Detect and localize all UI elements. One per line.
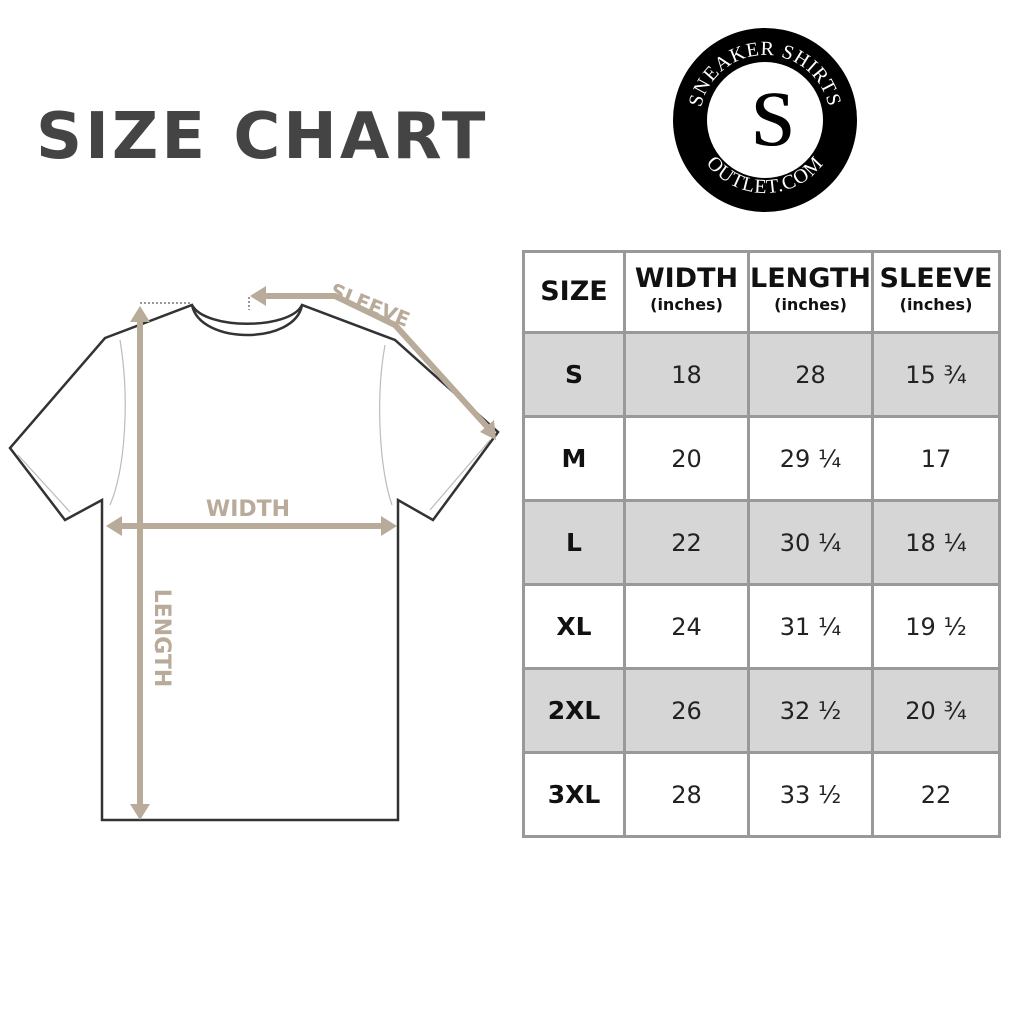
tshirt-diagram: SLEEVE WIDTH LENGTH: [8, 278, 500, 822]
cell-sleeve: 19 ½: [871, 583, 1001, 670]
cell-sleeve: 22: [871, 751, 1001, 838]
table-row: 2XL 26 32 ½ 20 ¾: [522, 667, 1001, 754]
cell-size: S: [522, 331, 626, 418]
cell-sleeve: 20 ¾: [871, 667, 1001, 754]
header-size: SIZE: [522, 250, 626, 334]
cell-width: 22: [623, 499, 750, 586]
size-table: SIZE WIDTH (inches) LENGTH (inches) SLEEVE…: [522, 250, 1001, 838]
page-title: SIZE CHART: [36, 100, 489, 174]
cell-size: M: [522, 415, 626, 502]
table-row: XL 24 31 ¼ 19 ½: [522, 583, 1001, 670]
sleeve-label: SLEEVE: [327, 278, 414, 332]
cell-length: 32 ½: [747, 667, 874, 754]
length-label: LENGTH: [149, 589, 174, 688]
cell-size: 3XL: [522, 751, 626, 838]
cell-sleeve: 17: [871, 415, 1001, 502]
header-sleeve: SLEEVE (inches): [871, 250, 1001, 334]
cell-size: L: [522, 499, 626, 586]
table-row: S 18 28 15 ¾: [522, 331, 1001, 418]
cell-length: 33 ½: [747, 751, 874, 838]
brand-logo: SNEAKER SHIRTS OUTLET.COM SS: [673, 28, 857, 212]
cell-width: 20: [623, 415, 750, 502]
cell-size: XL: [522, 583, 626, 670]
cell-length: 28: [747, 331, 874, 418]
table-row: 3XL 28 33 ½ 22: [522, 751, 1001, 838]
cell-sleeve: 15 ¾: [871, 331, 1001, 418]
width-label: WIDTH: [206, 497, 290, 522]
sleeve-arrow: [262, 293, 493, 433]
table-row: M 20 29 ¼ 17: [522, 415, 1001, 502]
header-width: WIDTH (inches): [623, 250, 750, 334]
cell-width: 28: [623, 751, 750, 838]
cell-size: 2XL: [522, 667, 626, 754]
cell-sleeve: 18 ¼: [871, 499, 1001, 586]
cell-length: 30 ¼: [747, 499, 874, 586]
table-header-row: SIZE WIDTH (inches) LENGTH (inches) SLEEVE…: [522, 250, 1001, 334]
cell-width: 24: [623, 583, 750, 670]
cell-width: 18: [623, 331, 750, 418]
tshirt-outline: [8, 303, 500, 822]
cell-width: 26: [623, 667, 750, 754]
header-length: LENGTH (inches): [747, 250, 874, 334]
table-row: L 22 30 ¼ 18 ¼: [522, 499, 1001, 586]
cell-length: 29 ¼: [747, 415, 874, 502]
cell-length: 31 ¼: [747, 583, 874, 670]
